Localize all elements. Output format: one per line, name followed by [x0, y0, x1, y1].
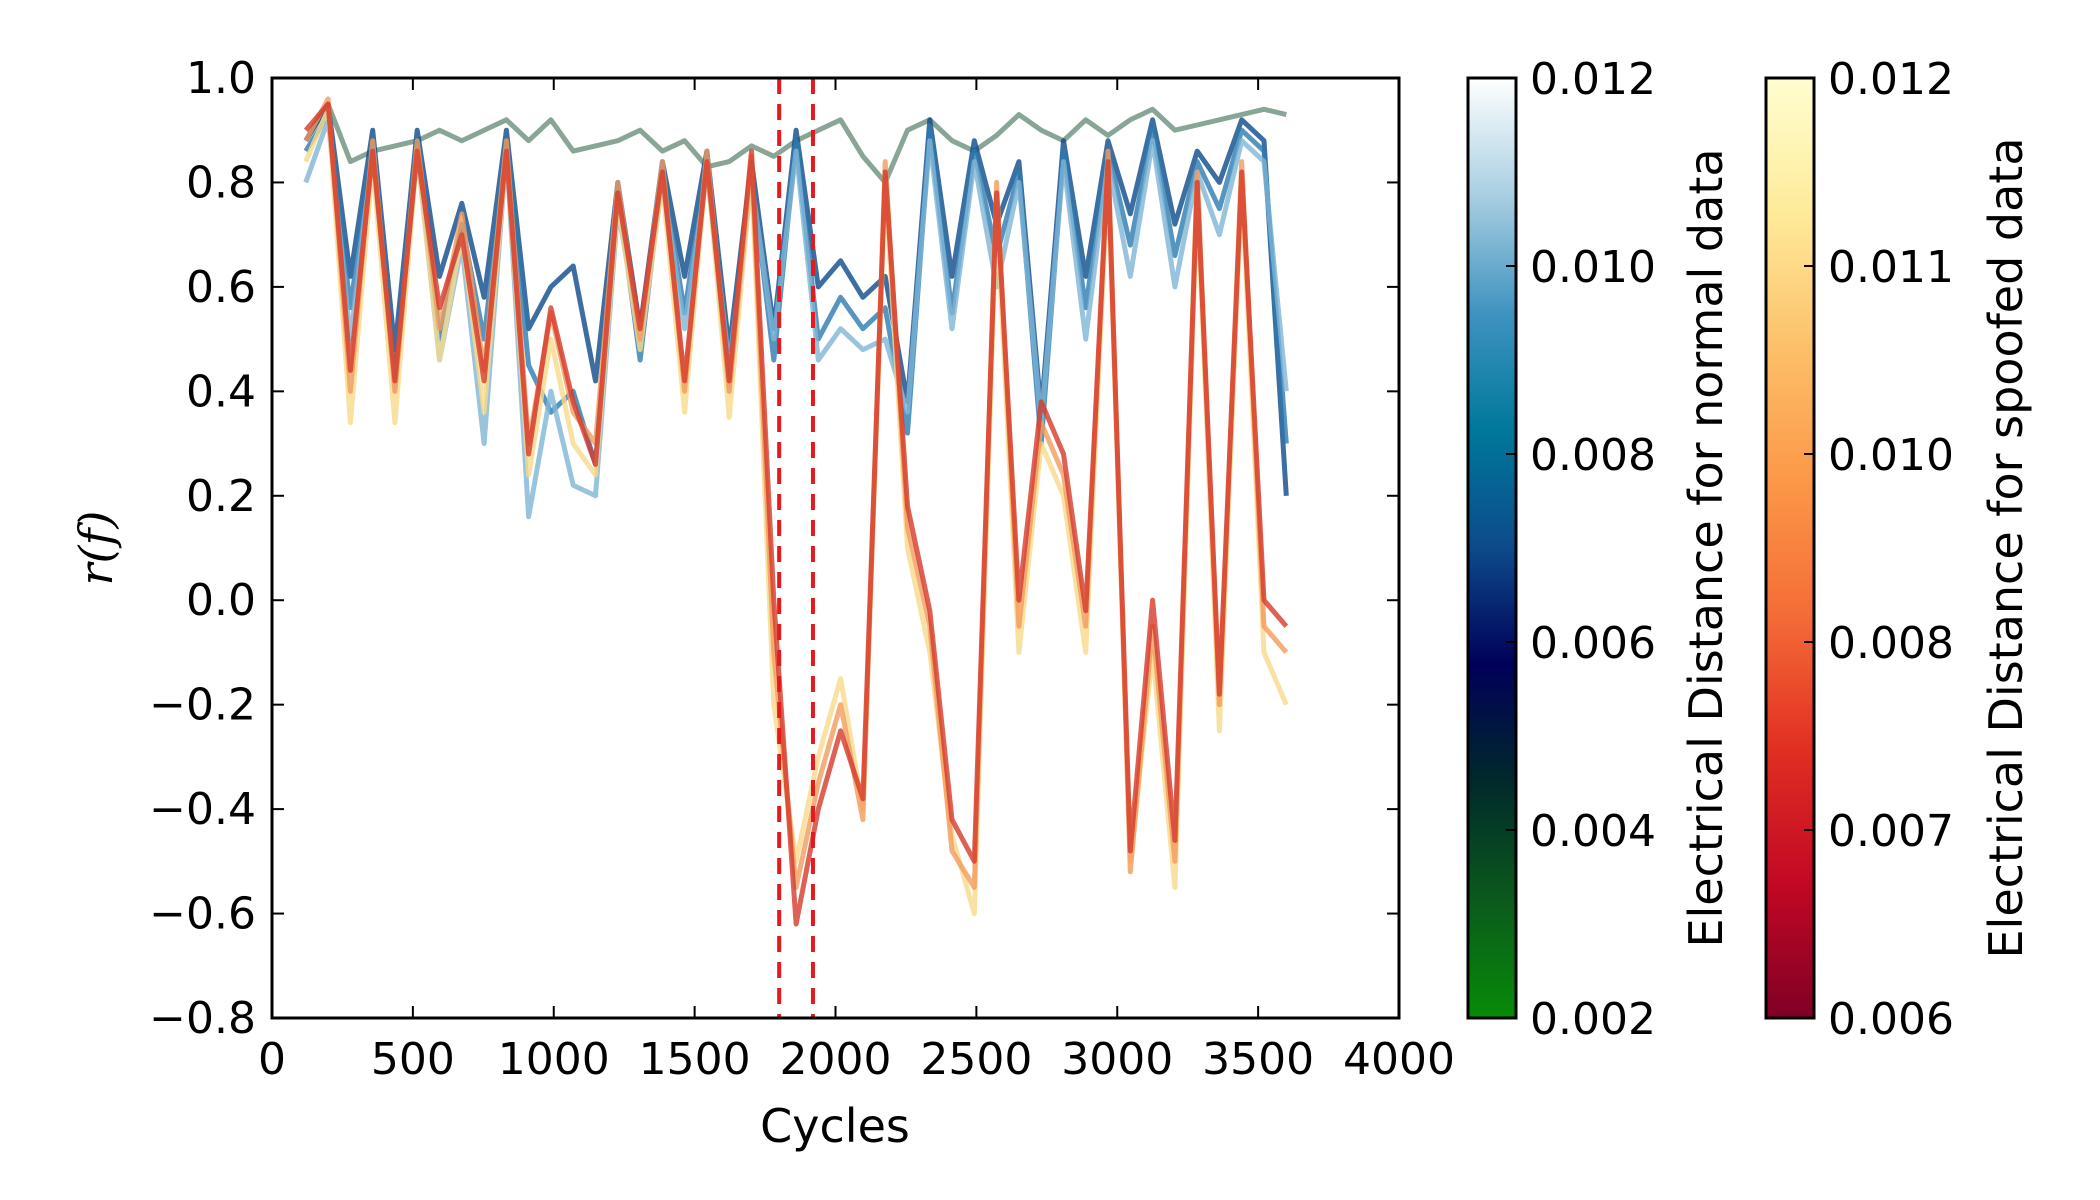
series-line-normal-dark — [303, 101, 1289, 496]
plot-area — [272, 78, 1399, 1018]
y-tick-label: −0.2 — [149, 680, 256, 731]
colorbar-tick-label: 0.012 — [1828, 54, 1954, 105]
colorbar-tick-label: 0.010 — [1828, 430, 1954, 481]
colorbar-tick-label: 0.006 — [1530, 618, 1656, 669]
colorbar-tick-label: 0.008 — [1828, 618, 1954, 669]
x-tick-label: 500 — [371, 1034, 455, 1085]
x-tick-label: 2500 — [920, 1034, 1032, 1085]
y-tick-label: −0.8 — [149, 993, 256, 1044]
x-tick-label: 2000 — [780, 1034, 892, 1085]
x-tick-label: 1500 — [639, 1034, 751, 1085]
x-tick-label: 0 — [258, 1034, 286, 1085]
y-tick-label: 0.0 — [186, 575, 256, 626]
colorbar-spoofed — [1764, 76, 1816, 1020]
y-axis-label: r(f) — [69, 511, 123, 586]
colorbar-tick-label: 0.011 — [1828, 242, 1954, 293]
y-tick-label: 0.2 — [186, 471, 256, 522]
colorbar-spoofed-label: Electrical Distance for spoofed data — [1979, 137, 2033, 958]
vline-layer — [777, 78, 815, 1018]
x-tick-label: 3500 — [1202, 1034, 1314, 1085]
colorbar-normal — [1466, 76, 1518, 1020]
colorbar-tick-label: 0.012 — [1530, 54, 1656, 105]
y-tick-label: 1.0 — [186, 53, 256, 104]
colorbar-tick-label: 0.006 — [1828, 994, 1954, 1045]
y-tick-label: 0.6 — [186, 262, 256, 313]
y-tick-label: 0.8 — [186, 157, 256, 208]
colorbar-tick-label: 0.010 — [1530, 242, 1656, 293]
y-axis-ticks: 1.0 0.8 0.6 0.4 0.2 0.0 −0.2 −0.4 −0.6 −0.8 — [149, 53, 1399, 1044]
x-tick-label: 1000 — [498, 1034, 610, 1085]
colorbar-tick-label: 0.008 — [1530, 430, 1656, 481]
x-tick-label: 4000 — [1343, 1034, 1455, 1085]
series-layer — [303, 96, 1289, 927]
y-tick-label: −0.6 — [149, 889, 256, 940]
colorbar-normal-label: Electrical Distance for normal data — [1679, 148, 1733, 947]
y-tick-label: 0.4 — [186, 366, 256, 417]
x-axis-label: Cycles — [760, 1099, 910, 1153]
y-tick-label: −0.4 — [149, 784, 256, 835]
colorbar-tick-label: 0.002 — [1530, 994, 1656, 1045]
colorbar-normal-ticks: 0.012 0.010 0.008 0.006 0.004 0.002 — [1506, 54, 1656, 1045]
colorbar-spoofed-ticks: 0.012 0.011 0.010 0.008 0.007 0.006 — [1804, 54, 1954, 1045]
colorbar-tick-label: 0.007 — [1828, 806, 1954, 857]
colorbar-tick-label: 0.004 — [1530, 806, 1656, 857]
series-line-spoofed-red — [303, 101, 1289, 927]
x-axis-ticks: 0 500 1000 1500 2000 2500 3000 3500 4000 — [258, 78, 1455, 1085]
x-tick-label: 3000 — [1061, 1034, 1173, 1085]
